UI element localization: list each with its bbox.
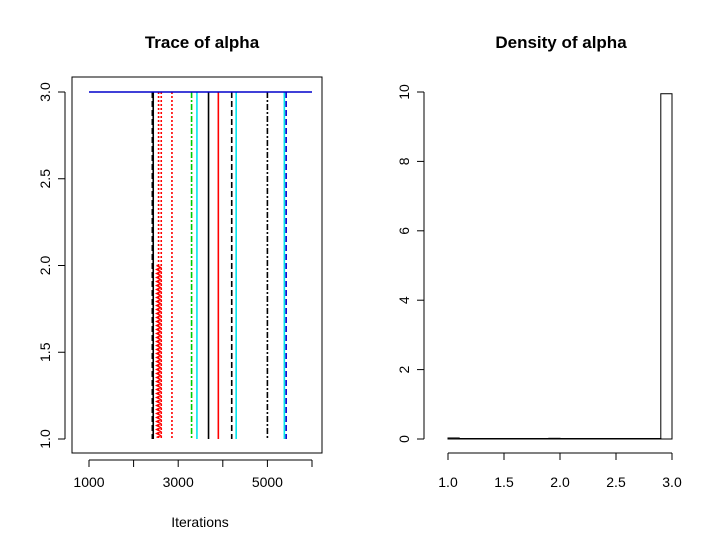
density-y-tick-label: 6	[396, 227, 412, 235]
density-x-tick-label: 2.5	[606, 474, 626, 490]
density-x-tick-label: 2.0	[550, 474, 570, 490]
trace-x-tick-label: 5000	[252, 474, 283, 490]
density-bar	[559, 438, 662, 440]
trace-y-axis: 1.0 1.5 2.0 2.5 3.0	[37, 82, 66, 449]
trace-series-group	[89, 91, 312, 439]
trace-y-tick-label: 2.5	[37, 169, 53, 189]
density-y-tick-label: 4	[396, 296, 412, 304]
density-x-tick-label: 3.0	[662, 474, 682, 490]
trace-x-axis-label: Iterations	[171, 514, 229, 530]
trace-y-tick-label: 1.5	[37, 342, 53, 362]
density-bar	[548, 437, 561, 440]
density-x-axis: 1.0 1.5 2.0 2.5 3.0	[438, 452, 682, 490]
trace-dense-segment	[155, 264, 163, 439]
density-y-tick-label: 2	[396, 365, 412, 373]
density-title: Density of alpha	[495, 33, 627, 52]
trace-y-tick-label: 1.0	[37, 429, 53, 449]
trace-title: Trace of alpha	[145, 33, 260, 52]
density-bars-group	[447, 93, 673, 440]
trace-x-tick-label: 3000	[163, 474, 194, 490]
density-bar	[660, 93, 673, 440]
trace-panel: Trace of alpha 1000 3000 5000 1.0 1.5 2.0 2.5…	[37, 33, 323, 530]
density-y-tick-label: 0	[396, 435, 412, 443]
density-x-tick-label: 1.5	[494, 474, 514, 490]
density-y-axis: 0 2 4 6 8 10	[396, 84, 425, 443]
density-y-tick-label: 8	[396, 157, 412, 165]
trace-y-tick-label: 2.0	[37, 256, 53, 276]
density-y-tick-label: 10	[396, 84, 412, 100]
trace-y-tick-label: 3.0	[37, 82, 53, 102]
density-bar	[447, 437, 460, 440]
trace-x-tick-label: 1000	[73, 474, 104, 490]
trace-x-axis: 1000 3000 5000	[73, 459, 313, 490]
trace-plot-frame	[71, 76, 323, 454]
density-x-tick-label: 1.0	[438, 474, 458, 490]
density-panel: Density of alpha 1.0 1.5 2.0 2.5 3.0 0 2 4 6 8 10	[396, 33, 682, 490]
density-bar	[458, 438, 550, 440]
